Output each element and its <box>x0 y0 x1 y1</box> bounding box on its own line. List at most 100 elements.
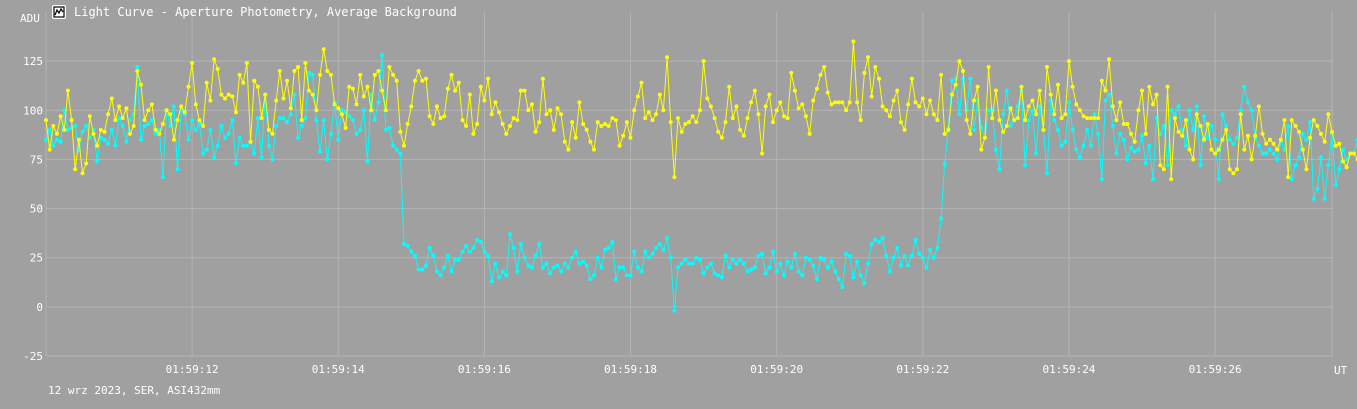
data-point <box>303 116 308 121</box>
data-point <box>230 118 235 123</box>
data-point <box>909 76 914 81</box>
data-point <box>409 104 414 109</box>
data-point <box>624 120 629 125</box>
data-point <box>584 263 589 268</box>
data-point <box>1176 129 1181 134</box>
data-point <box>1004 124 1009 128</box>
data-point <box>1008 106 1013 111</box>
data-point <box>1227 167 1232 172</box>
data-point <box>592 147 596 152</box>
data-point <box>1158 163 1163 168</box>
y-tick-label: 125 <box>23 55 43 68</box>
data-point <box>1216 147 1221 152</box>
data-point <box>902 127 907 132</box>
data-point <box>1052 118 1057 123</box>
data-point <box>76 137 81 142</box>
data-point <box>603 247 607 252</box>
data-point <box>117 116 122 121</box>
data-point <box>1308 135 1313 140</box>
data-point <box>208 98 213 103</box>
data-point <box>168 124 173 128</box>
data-point <box>329 72 333 77</box>
data-point <box>884 108 889 113</box>
data-point <box>504 273 509 278</box>
data-point <box>950 78 954 83</box>
data-point <box>1161 124 1166 128</box>
data-point <box>318 149 322 154</box>
data-point <box>961 69 965 73</box>
data-point <box>635 94 640 99</box>
data-point <box>51 124 56 128</box>
data-point <box>643 249 648 254</box>
series-line <box>45 41 1357 180</box>
data-point <box>774 108 779 113</box>
data-point <box>153 127 158 132</box>
data-point <box>365 84 370 89</box>
data-point <box>73 124 78 128</box>
data-point <box>234 110 238 115</box>
data-point <box>383 127 388 132</box>
data-point <box>365 159 370 164</box>
data-point <box>635 265 640 270</box>
data-point <box>153 131 158 136</box>
data-point <box>244 61 249 66</box>
data-point <box>869 94 874 99</box>
data-point <box>968 76 973 81</box>
data-point <box>847 253 852 258</box>
data-point <box>266 127 271 132</box>
data-point <box>613 277 618 282</box>
data-point <box>606 124 611 128</box>
data-point <box>1293 124 1298 128</box>
data-point <box>986 108 991 113</box>
data-point <box>113 143 118 148</box>
data-point <box>307 70 311 75</box>
data-point <box>577 100 582 105</box>
data-point <box>957 112 962 117</box>
data-point <box>734 261 739 266</box>
data-point <box>621 265 626 270</box>
data-point <box>1315 186 1320 191</box>
data-point <box>840 100 845 105</box>
data-point <box>869 242 874 246</box>
data-point <box>771 249 775 254</box>
data-point <box>573 249 578 254</box>
data-point <box>464 124 469 128</box>
data-point <box>486 253 491 258</box>
data-point <box>1224 124 1229 128</box>
data-point <box>1172 112 1177 117</box>
data-point <box>98 135 103 140</box>
data-point <box>416 69 421 73</box>
data-point <box>215 67 220 71</box>
data-point <box>844 251 849 256</box>
data-point <box>1172 116 1177 121</box>
data-point <box>756 253 761 258</box>
data-point <box>1143 161 1148 166</box>
data-point <box>1081 114 1086 119</box>
data-point <box>935 118 940 123</box>
data-point <box>190 61 195 66</box>
data-point <box>1260 131 1265 136</box>
data-point <box>255 116 260 121</box>
data-point <box>544 261 549 266</box>
data-point <box>851 275 856 280</box>
data-point <box>212 155 217 160</box>
data-point <box>1019 84 1024 89</box>
data-point <box>431 253 436 258</box>
data-point <box>760 151 765 156</box>
data-point <box>1341 159 1345 164</box>
data-point <box>113 118 118 123</box>
data-point <box>124 139 129 144</box>
data-point <box>87 135 92 140</box>
data-point <box>862 70 867 75</box>
data-point <box>829 102 834 107</box>
chart-app-icon[interactable] <box>52 5 66 19</box>
data-point <box>763 104 768 109</box>
data-point <box>1341 147 1345 152</box>
data-point <box>1242 84 1247 89</box>
data-point <box>467 249 472 254</box>
data-point <box>87 114 92 119</box>
data-point <box>471 131 476 136</box>
data-point <box>376 100 381 105</box>
data-point <box>1085 127 1090 132</box>
series-1 <box>44 39 1357 182</box>
